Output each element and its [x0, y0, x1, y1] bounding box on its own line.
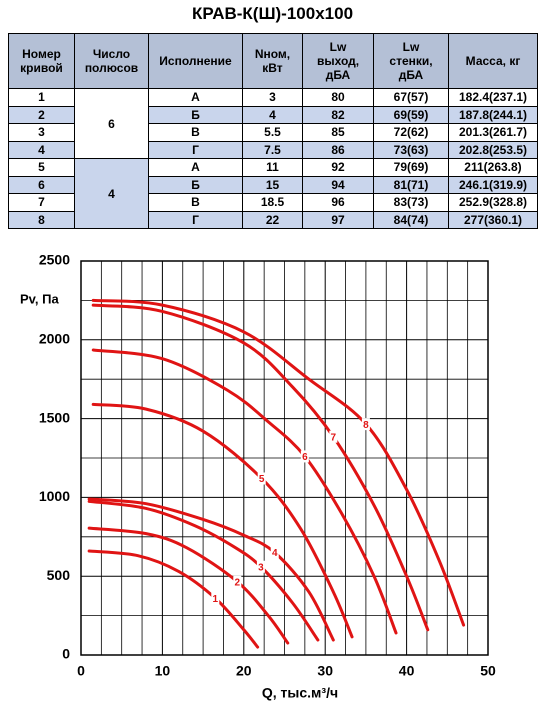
table-cell: Г — [148, 140, 243, 159]
curve — [87, 499, 320, 642]
x-tick-label: 20 — [236, 663, 252, 679]
curve — [87, 526, 290, 645]
x-tick-label: 30 — [317, 663, 333, 679]
table-cell: 67(57) — [373, 88, 449, 107]
x-tick-label: 0 — [77, 663, 85, 679]
curve-label-bg — [211, 592, 220, 605]
y-tick-label: 1500 — [39, 409, 70, 425]
table-cell: 81(71) — [373, 175, 449, 194]
curve-label: 6 — [302, 452, 308, 463]
table-row: 6 Б 15 94 81(71) 246.1(319.9) — [8, 175, 538, 194]
table-cell: 94 — [302, 175, 374, 194]
column-header: Исполнение — [148, 33, 243, 89]
table-row: 8 Г 22 97 84(74) 277(360.1) — [8, 210, 538, 229]
x-axis-label: Q, тыс.м³/ч — [262, 685, 338, 701]
table-cell: 22 — [242, 210, 303, 229]
table-cell: 4 — [242, 105, 303, 124]
table-cell: 69(59) — [373, 105, 449, 124]
curve-label: 5 — [259, 474, 265, 485]
spec-table: Номер кривой Число полюсов Исполнение Nном,… — [8, 33, 538, 229]
x-tick-label: 50 — [480, 663, 496, 679]
curve-label: 4 — [272, 548, 278, 559]
table-cell: 277(360.1) — [448, 210, 538, 229]
table-cell: 246.1(319.9) — [448, 175, 538, 194]
curve — [91, 298, 466, 627]
column-header: Масса, кг — [448, 33, 538, 89]
table-cell: 252.9(328.8) — [448, 193, 538, 212]
table-row: 4 Г 7.5 86 73(63) 202.8(253.5) — [8, 140, 538, 159]
table-cell: 83(73) — [373, 193, 449, 212]
y-tick-label: 500 — [47, 567, 71, 583]
column-header: Lw выход, дБА — [302, 33, 374, 89]
table-cell: 97 — [302, 210, 374, 229]
column-header: Nном, кВт — [242, 33, 303, 89]
curve — [87, 497, 335, 642]
y-tick-label: 0 — [62, 646, 70, 662]
table-cell: 73(63) — [373, 140, 449, 159]
plot-frame — [80, 260, 489, 656]
curve-label-bg — [270, 546, 279, 559]
curve-label-bg — [361, 418, 370, 431]
curve-label: 8 — [363, 420, 369, 431]
column-header: Число полюсов — [74, 33, 149, 89]
x-tick-label: 10 — [155, 663, 171, 679]
table-cell: 202.8(253.5) — [448, 140, 538, 159]
x-tick-label: 40 — [399, 663, 415, 679]
curve-label: 2 — [235, 577, 241, 588]
y-tick-label: 1000 — [39, 488, 70, 504]
curve-label-bg — [256, 560, 265, 573]
table-cell: 8 — [8, 210, 75, 229]
table-cell: 211(263.8) — [448, 158, 538, 177]
curve — [91, 348, 398, 635]
curve-label-bg — [300, 450, 309, 463]
curve-label: 1 — [213, 594, 219, 605]
table-cell: 92 — [302, 158, 374, 177]
table-cell: 6 — [8, 175, 75, 194]
curve-label-bg — [329, 430, 338, 443]
column-header: Lw стенки, дБА — [373, 33, 449, 89]
table-cell: Г — [148, 210, 243, 229]
curve-label: 7 — [331, 432, 337, 443]
curve — [91, 303, 430, 632]
table-row: 3 В 5.5 85 72(62) 201.3(261.7) — [8, 123, 538, 142]
table-cell: 82 — [302, 105, 374, 124]
y-axis-label: Pv, Па — [20, 291, 60, 306]
y-tick-label: 2500 — [39, 252, 70, 268]
y-tick-label: 2000 — [39, 331, 70, 347]
table-cell: 84(74) — [373, 210, 449, 229]
curve — [87, 549, 260, 649]
curve-label-bg — [257, 472, 266, 485]
curve-label-bg — [233, 575, 242, 588]
curve-label: 3 — [258, 562, 264, 573]
table-cell: 72(62) — [373, 123, 449, 142]
table-cell: 15 — [242, 175, 303, 194]
poles-cell: 4 — [74, 158, 149, 229]
table-row: 7 В 18.5 96 83(73) 252.9(328.8) — [8, 193, 538, 212]
title: КРАВ-К(Ш)-100х100 — [191, 4, 354, 23]
